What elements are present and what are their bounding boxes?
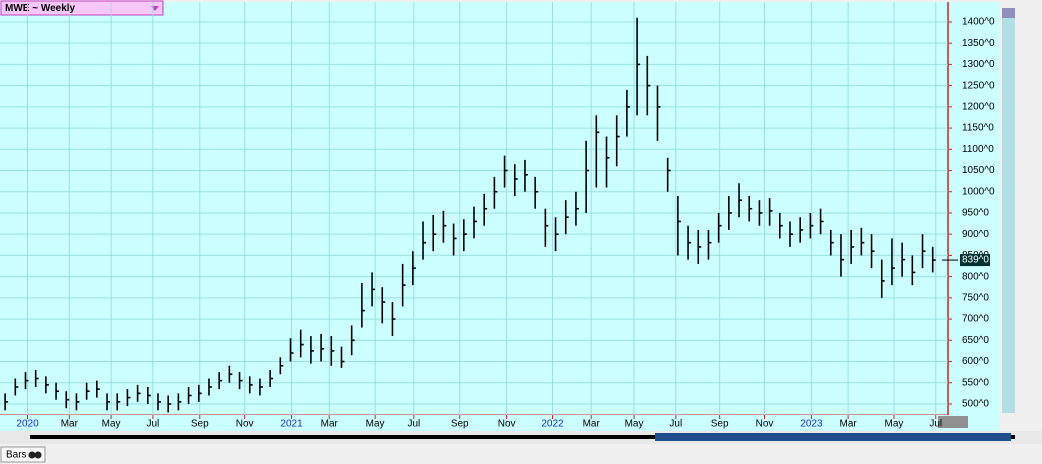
x-tick-label: Sep bbox=[711, 419, 729, 430]
tab-icon bbox=[34, 451, 42, 459]
y-tick-label: 750^0 bbox=[962, 292, 989, 303]
y-tick-label: 650^0 bbox=[962, 335, 989, 346]
price-axis bbox=[948, 2, 1000, 415]
scroll-thumb[interactable] bbox=[655, 433, 1011, 441]
x-tick-label: Sep bbox=[451, 419, 469, 430]
symbol-label[interactable]: MWE ~ Weekly bbox=[5, 3, 76, 14]
tab-label[interactable]: Bars bbox=[6, 450, 27, 461]
y-tick-label: 950^0 bbox=[962, 208, 989, 219]
y-tick-label: 1200^0 bbox=[962, 101, 995, 112]
x-tick-label: May bbox=[625, 419, 644, 430]
x-tick-label: Mar bbox=[321, 419, 339, 430]
plot: 500^0550^0600^0650^0700^0750^0800^0850^0… bbox=[0, 2, 995, 430]
y-tick-label: 1400^0 bbox=[962, 17, 995, 28]
x-tick-label: Mar bbox=[839, 419, 857, 430]
x-tick-label: 2022 bbox=[541, 419, 564, 430]
corner bbox=[938, 416, 968, 428]
x-tick-label: Mar bbox=[583, 419, 601, 430]
x-tick-label: Jul bbox=[669, 419, 682, 430]
x-tick-label: Mar bbox=[61, 419, 79, 430]
y-tick-label: 500^0 bbox=[962, 399, 989, 410]
y-tick-label: 550^0 bbox=[962, 377, 989, 388]
x-tick-label: Nov bbox=[756, 419, 774, 430]
x-tick-label: May bbox=[366, 419, 385, 430]
x-tick-label: Jul bbox=[147, 419, 160, 430]
x-axis-band bbox=[0, 415, 1000, 431]
side-scroll[interactable] bbox=[1002, 8, 1015, 413]
y-tick-label: 600^0 bbox=[962, 356, 989, 367]
x-tick-label: Nov bbox=[236, 419, 254, 430]
last-price-box bbox=[960, 254, 990, 267]
x-tick-label: Nov bbox=[498, 419, 516, 430]
y-tick-label: 1100^0 bbox=[962, 144, 994, 155]
y-tick-label: 1250^0 bbox=[962, 80, 995, 91]
y-tick-label: 900^0 bbox=[962, 229, 989, 240]
y-tick-label: 1350^0 bbox=[962, 38, 995, 49]
tab[interactable] bbox=[0, 446, 46, 463]
y-tick-label: 1000^0 bbox=[962, 186, 995, 197]
last-price-label: 839^0 bbox=[962, 255, 989, 266]
y-tick-label: 700^0 bbox=[962, 314, 989, 325]
x-tick-label: 2020 bbox=[16, 419, 39, 430]
y-tick-label: 800^0 bbox=[962, 271, 989, 282]
scroll-track bbox=[30, 435, 1015, 439]
y-tick-label: 1150^0 bbox=[962, 123, 994, 134]
x-tick-label: Jul bbox=[929, 419, 942, 430]
x-tick-label: 2021 bbox=[280, 419, 303, 430]
x-tick-label: Jul bbox=[407, 419, 420, 430]
y-tick-label: 1050^0 bbox=[962, 165, 995, 176]
symbol-dropdown[interactable] bbox=[0, 0, 164, 16]
x-tick-label: May bbox=[102, 419, 121, 430]
side-button[interactable] bbox=[1002, 8, 1015, 18]
tab-icon bbox=[28, 451, 36, 459]
x-tick-label: May bbox=[885, 419, 904, 430]
y-tick-label: 1300^0 bbox=[962, 59, 995, 70]
x-tick-label: Sep bbox=[191, 419, 209, 430]
x-tick-label: 2023 bbox=[800, 419, 823, 430]
